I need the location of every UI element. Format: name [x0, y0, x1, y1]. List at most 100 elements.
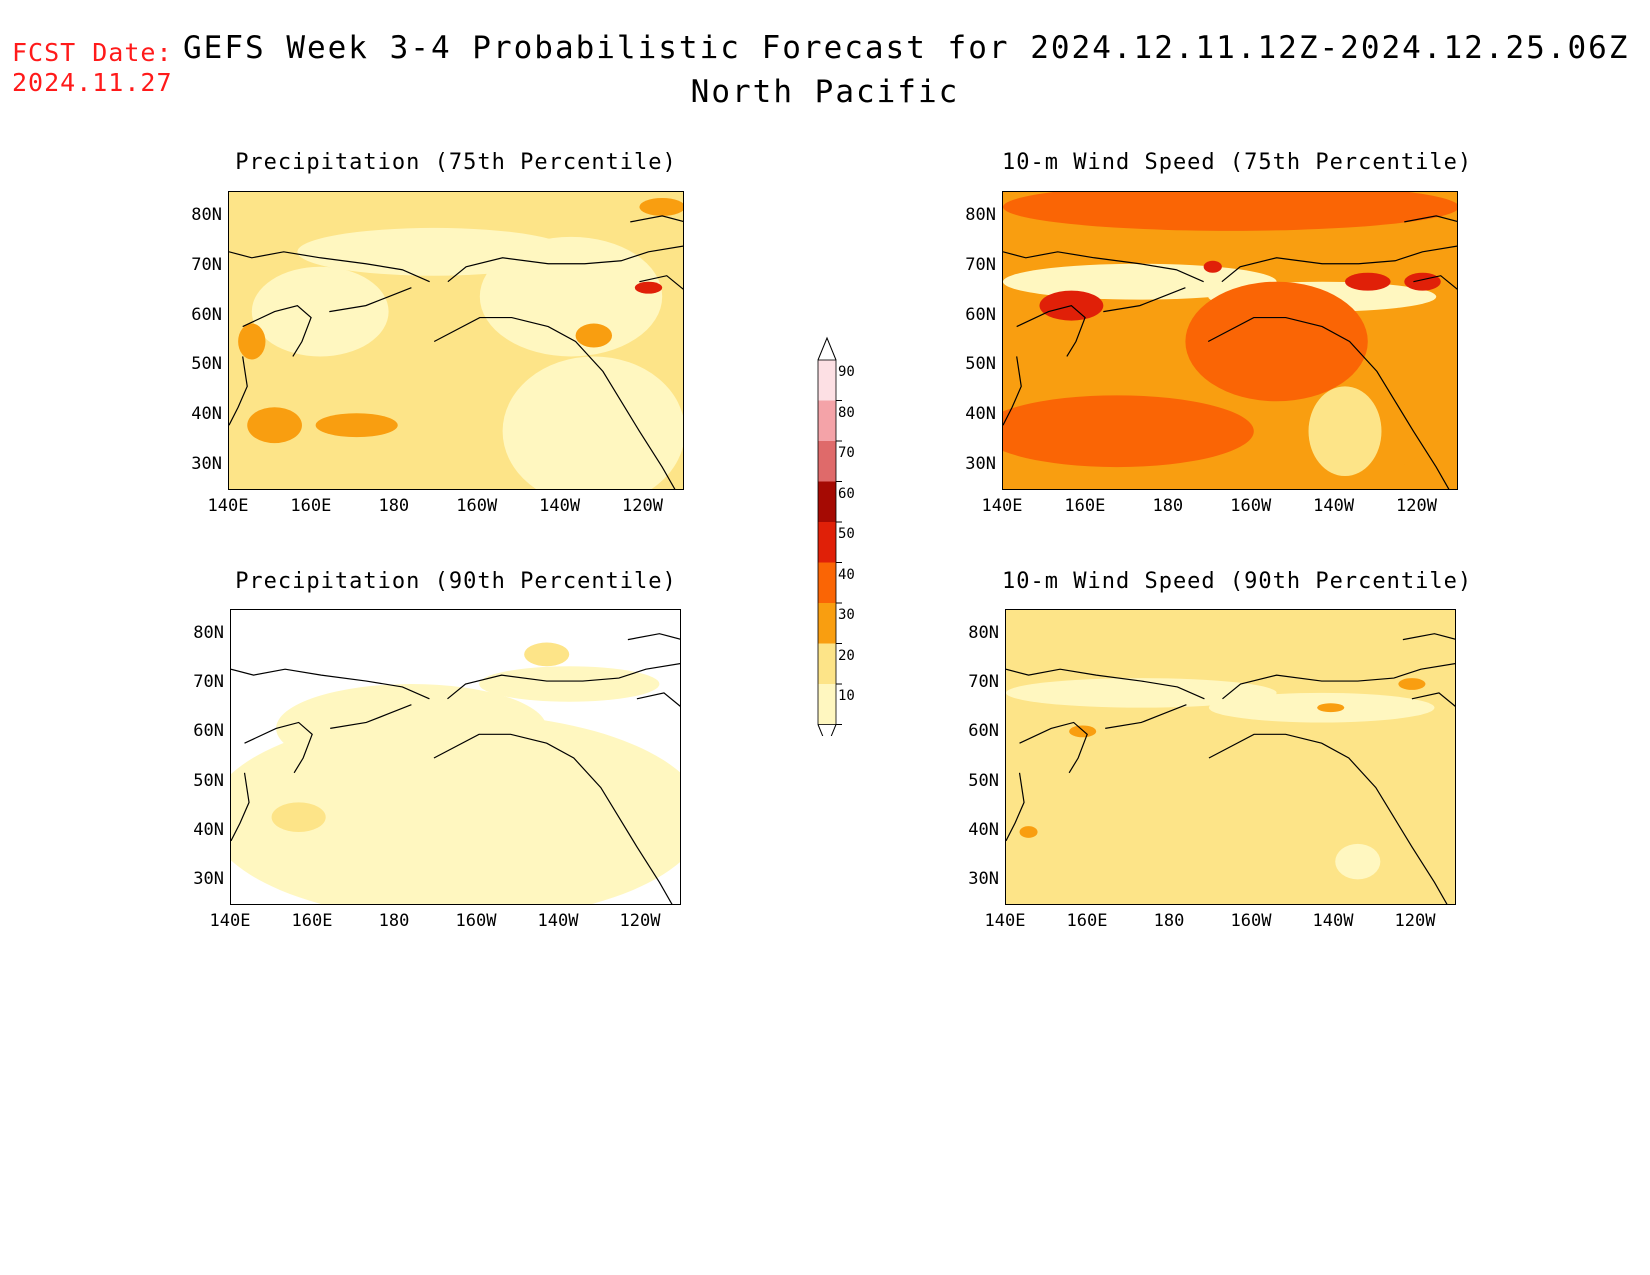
map-precip-75: [228, 191, 684, 490]
probability-contour: [315, 413, 398, 438]
fcst-date-value: 2024.11.27: [12, 68, 173, 97]
lat-tick-label: 80N: [191, 204, 222, 225]
coastline: [1103, 287, 1186, 313]
colorbar-label: 90: [838, 364, 855, 380]
lon-tick-label: 160E: [1064, 496, 1106, 516]
lat-tick-label: 60N: [193, 721, 224, 742]
probability-contour: [1317, 703, 1345, 713]
lat-tick-label: 80N: [193, 622, 224, 643]
lon-tick-label: 160E: [290, 496, 332, 516]
colorbar-label: 20: [838, 647, 855, 664]
probability-contour: [271, 802, 326, 832]
lon-tick-label: 140W: [1312, 911, 1354, 931]
fcst-date-label: FCST Date:: [12, 38, 173, 67]
lon-tick-label: 140W: [539, 496, 581, 516]
region-subtitle: North Pacific: [690, 74, 960, 110]
lat-tick-label: 50N: [191, 354, 222, 375]
probability-contour: [238, 323, 266, 360]
lat-tick-label: 30N: [965, 454, 996, 475]
lon-tick-label: 140W: [1313, 496, 1355, 516]
lat-tick-label: 50N: [193, 770, 224, 791]
lat-tick-label: 40N: [191, 404, 222, 425]
colorbar-frame: [817, 359, 837, 725]
coastline: [1413, 275, 1457, 290]
panel-title: Precipitation (75th Percentile): [235, 150, 677, 175]
lon-tick-label: 160W: [455, 911, 497, 931]
lon-tick-label: 140E: [207, 496, 249, 516]
coastline: [229, 251, 430, 283]
lon-tick-label: 140E: [981, 496, 1023, 516]
coastline: [1016, 304, 1086, 357]
lat-tick-label: 30N: [191, 454, 222, 475]
coastline: [1404, 215, 1457, 223]
colorbar-top-cap: [817, 336, 837, 361]
lat-tick-label: 40N: [968, 820, 999, 840]
map-wind-90: [1005, 609, 1456, 905]
probability-contour: [1003, 395, 1254, 468]
lon-tick-label: 120W: [619, 911, 661, 931]
probability-contour: [1308, 386, 1382, 477]
lon-tick-label: 180: [378, 496, 410, 516]
coastline: [242, 304, 312, 357]
map-wind-75: [1002, 191, 1458, 490]
lon-tick-label: 120W: [1394, 911, 1436, 931]
colorbar-bin: [818, 684, 836, 725]
coastline: [1003, 356, 1022, 426]
colorbar-label: 50: [838, 526, 855, 542]
lon-tick-label: 140W: [537, 911, 579, 931]
lon-tick-label: 160E: [291, 911, 333, 931]
lat-tick-label: 70N: [193, 672, 224, 692]
probability-contour: [1345, 272, 1391, 291]
panel-title: 10-m Wind Speed (75th Percentile): [1002, 150, 1473, 175]
probability-contour: [634, 281, 663, 294]
colorbar-bin: [818, 360, 836, 401]
coastline: [1105, 704, 1187, 729]
panel-title: 10-m Wind Speed (90th Percentile): [1002, 569, 1473, 594]
colorbar-bin: [818, 441, 836, 482]
probability-contour: [247, 407, 302, 444]
fcst-date: FCST Date: 2024.11.27: [12, 38, 173, 98]
coastline: [1019, 721, 1088, 774]
colorbar-label: 60: [838, 485, 855, 502]
colorbar-label: 40: [838, 566, 855, 583]
lat-tick-label: 70N: [965, 254, 996, 275]
probability-contour: [524, 642, 570, 667]
coastline: [1208, 733, 1448, 904]
lon-tick-label: 120W: [622, 496, 663, 516]
lat-tick-label: 60N: [965, 304, 996, 325]
lat-tick-label: 40N: [965, 404, 996, 425]
lat-tick-label: 40N: [193, 820, 224, 840]
lon-tick-label: 160W: [1230, 496, 1272, 516]
probability-contour: [575, 323, 613, 348]
coastline: [1006, 772, 1025, 842]
lat-tick-label: 60N: [968, 721, 999, 742]
colorbar-bin: [818, 643, 836, 684]
lat-tick-label: 50N: [965, 354, 996, 375]
probability-contour: [502, 356, 683, 489]
panel-title: Precipitation (90th Percentile): [235, 569, 677, 594]
lat-tick-label: 30N: [193, 869, 224, 890]
probability-contour: [1006, 610, 1455, 670]
lat-tick-label: 80N: [968, 622, 999, 643]
colorbar-bin: [818, 481, 836, 522]
coastline: [330, 704, 412, 729]
coastline: [244, 721, 313, 774]
lon-tick-label: 160W: [456, 496, 498, 516]
colorbar-bin: [818, 603, 836, 644]
colorbar-bin: [818, 400, 836, 441]
probability-contour: [1006, 817, 1187, 877]
coastline: [231, 668, 430, 700]
probability-contour: [479, 666, 660, 702]
coastline: [1402, 633, 1455, 641]
lat-tick-label: 80N: [965, 204, 996, 225]
map-precip-90: [230, 609, 681, 905]
coastline: [1221, 245, 1457, 283]
colorbar-label: 80: [838, 404, 855, 421]
coastline: [447, 245, 683, 283]
coastline: [433, 733, 673, 904]
coastline: [1207, 316, 1450, 489]
colorbar-bin: [818, 562, 836, 603]
coastline: [1006, 668, 1205, 700]
lat-tick-label: 50N: [968, 770, 999, 791]
lon-tick-label: 160W: [1230, 911, 1272, 931]
